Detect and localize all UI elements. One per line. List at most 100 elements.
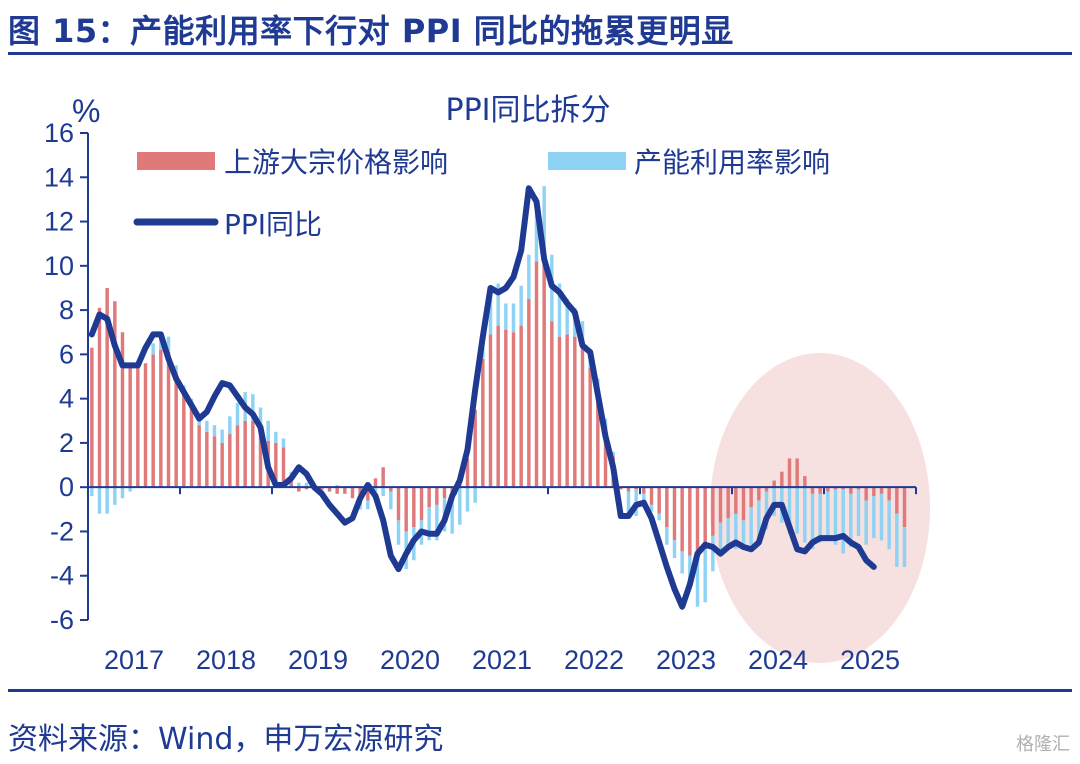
capacity-bar [274, 431, 278, 443]
upstream-bar [657, 487, 661, 514]
capacity-bar [542, 186, 546, 262]
capacity-bar [734, 513, 738, 550]
axes-layer: -6 -4 -2 0 2 4 6 8 10 12 14 16 2017 2018 2019 2020 2021 2… [44, 118, 917, 675]
capacity-bar [151, 343, 155, 355]
top-rule [8, 52, 1072, 55]
capacity-bar [672, 540, 677, 559]
upstream-bar [573, 336, 577, 488]
upstream-bar [588, 367, 592, 488]
capacity-bar [803, 487, 807, 543]
capacity-bar [718, 522, 723, 552]
upstream-bar [174, 376, 178, 488]
capacity-bar [657, 513, 661, 521]
capacity-bar [212, 425, 217, 437]
upstream-bar [427, 487, 431, 508]
upstream-bar [711, 487, 715, 536]
upstream-bar [826, 487, 830, 492]
upstream-bar [741, 487, 746, 521]
figure-title: 图 15：产能利用率下行对 PPI 同比的拖累更明显 [8, 12, 734, 50]
upstream-bar [833, 487, 838, 490]
capacity-bar [105, 487, 109, 514]
upstream-bar [473, 409, 477, 488]
upstream-bar [419, 487, 424, 521]
capacity-bar [381, 487, 385, 497]
upstream-bar [772, 480, 776, 488]
upstream-bar [718, 487, 723, 523]
upstream-bar [435, 487, 439, 505]
upstream-bar [649, 487, 654, 505]
upstream-bar [105, 287, 109, 488]
upstream-bar [527, 299, 531, 488]
upstream-bar [895, 487, 899, 514]
capacity-bar [895, 513, 899, 567]
upstream-bar [350, 487, 355, 499]
x-tick-label: 2017 [104, 645, 164, 675]
y-tick-label: 14 [44, 162, 74, 192]
capacity-bar [228, 416, 232, 435]
upstream-bar [151, 354, 155, 488]
capacity-bar [703, 549, 707, 603]
upstream-bar [243, 420, 247, 488]
upstream-bar [373, 478, 378, 488]
upstream-bar [726, 487, 730, 519]
upstream-bar [557, 336, 562, 488]
upstream-bar [90, 347, 94, 488]
upstream-bar [281, 447, 286, 488]
upstream-bar [703, 487, 707, 550]
upstream-bar [695, 487, 700, 561]
capacity-bar [458, 487, 462, 525]
capacity-bar [527, 254, 531, 300]
y-tick-label: 0 [59, 472, 74, 502]
upstream-bar [166, 352, 171, 488]
capacity-bar [511, 303, 516, 333]
y-tick-label: -2 [50, 516, 74, 546]
capacity-bar [220, 429, 224, 443]
capacity-bar [826, 491, 830, 539]
capacity-bar [389, 491, 393, 510]
upstream-bar [550, 321, 554, 488]
bottom-rule [8, 689, 1072, 692]
capacity-bar [435, 504, 439, 541]
upstream-bar [465, 458, 470, 488]
legend-label-ppi: PPI同比 [224, 208, 322, 241]
upstream-bar [841, 487, 845, 490]
capacity-bar [373, 487, 378, 492]
upstream-bar [189, 407, 194, 488]
capacity-bar [473, 487, 477, 503]
capacity-bar [235, 403, 240, 426]
upstream-bar [335, 487, 339, 494]
capacity-bar [665, 527, 669, 545]
legend-label-capacity: 产能利用率影响 [634, 146, 830, 179]
upstream-bar [688, 487, 692, 556]
watermark: 格隆汇 [1016, 734, 1070, 755]
capacity-bar [772, 487, 776, 516]
capacity-bar [166, 336, 171, 353]
capacity-bar [565, 299, 569, 335]
y-tick-label: 10 [44, 251, 74, 281]
capacity-bar [120, 487, 125, 499]
capacity-bar [711, 535, 715, 572]
legend-label-upstream: 上游大宗价格影响 [224, 146, 448, 179]
capacity-bar [450, 493, 454, 534]
upstream-bar [113, 301, 117, 488]
upstream-bar [565, 334, 569, 488]
capacity-bar [902, 527, 907, 567]
capacity-bar [810, 493, 815, 550]
upstream-bar [734, 487, 738, 514]
upstream-bar [519, 325, 523, 488]
upstream-bar [251, 420, 255, 488]
y-tick-label: -4 [50, 561, 74, 591]
capacity-bar [849, 493, 853, 547]
capacity-bar [887, 500, 891, 550]
legend-layer: 上游大宗价格影响 产能利用率影响 PPI同比 [133, 146, 830, 241]
capacity-bar [749, 507, 753, 545]
upstream-bar [879, 487, 884, 494]
capacity-bar [205, 420, 209, 432]
upstream-bar [136, 365, 140, 488]
upstream-bar [534, 261, 539, 488]
capacity-bar [695, 560, 700, 607]
legend-swatch-capacity [548, 152, 626, 170]
y-tick-label: -6 [50, 605, 74, 635]
upstream-bar [412, 487, 416, 528]
upstream-bar [396, 487, 401, 521]
